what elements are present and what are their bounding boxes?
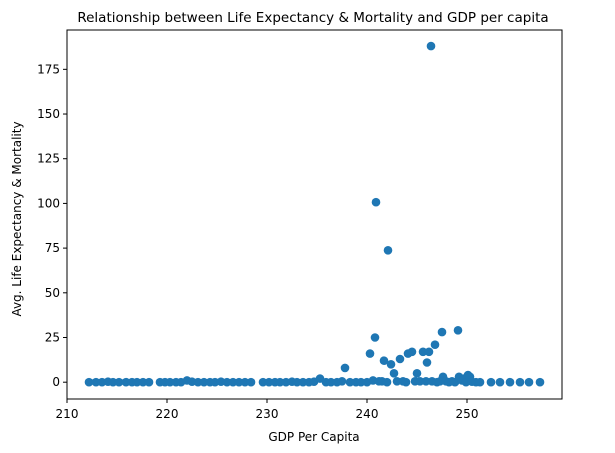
data-point-29 bbox=[264, 377, 274, 387]
data-point-34 bbox=[292, 377, 302, 387]
data-point-60 bbox=[395, 354, 405, 364]
data-point-26 bbox=[240, 377, 250, 387]
data-point-27 bbox=[246, 377, 256, 387]
data-point-23 bbox=[222, 377, 232, 387]
data-point-95 bbox=[505, 377, 515, 387]
data-point-71 bbox=[424, 347, 434, 357]
data-point-92 bbox=[475, 377, 485, 387]
data-point-57 bbox=[386, 360, 396, 369]
chart-title: Relationship between Life Expectancy & M… bbox=[77, 10, 548, 26]
data-point-67 bbox=[415, 377, 425, 386]
data-point-28 bbox=[258, 377, 268, 387]
data-point-10 bbox=[144, 377, 154, 387]
x-axis-ticks: 210 220 230 240 250 bbox=[56, 399, 479, 421]
data-point-51 bbox=[371, 197, 381, 207]
x-tick-label: 210 bbox=[56, 407, 79, 421]
data-point-13 bbox=[165, 377, 175, 387]
data-point-0 bbox=[84, 377, 94, 387]
y-axis-ticks: 0 25 50 75 100 125 150 175 bbox=[37, 62, 67, 389]
data-point-58 bbox=[389, 369, 399, 378]
x-tick-label: 230 bbox=[256, 407, 279, 421]
y-tick-label: 0 bbox=[52, 375, 60, 389]
data-point-24 bbox=[228, 377, 238, 387]
data-point-25 bbox=[234, 377, 244, 387]
y-tick-label: 75 bbox=[45, 241, 60, 255]
data-point-5 bbox=[114, 377, 124, 387]
data-point-19 bbox=[199, 377, 209, 387]
data-point-97 bbox=[524, 377, 534, 387]
plot-area-frame bbox=[66, 29, 563, 400]
data-point-31 bbox=[275, 377, 285, 387]
data-point-96 bbox=[515, 377, 525, 387]
data-point-69 bbox=[421, 377, 431, 386]
data-point-66 bbox=[412, 369, 422, 378]
data-points bbox=[84, 41, 545, 387]
data-point-54 bbox=[379, 356, 389, 366]
data-point-1 bbox=[91, 377, 101, 387]
data-point-70 bbox=[422, 358, 432, 367]
y-tick-label: 175 bbox=[37, 62, 60, 76]
data-point-43 bbox=[340, 363, 350, 373]
data-point-42 bbox=[337, 377, 347, 386]
data-point-59 bbox=[392, 377, 402, 386]
y-tick-label: 150 bbox=[37, 107, 60, 121]
data-point-77 bbox=[437, 327, 447, 337]
data-point-6 bbox=[121, 377, 131, 387]
data-point-83 bbox=[453, 326, 463, 335]
data-point-4 bbox=[108, 377, 118, 387]
data-point-68 bbox=[418, 347, 428, 357]
data-point-55 bbox=[382, 377, 392, 387]
x-tick-label: 240 bbox=[356, 407, 379, 421]
data-point-74 bbox=[430, 340, 440, 350]
data-point-72 bbox=[426, 41, 436, 51]
data-point-8 bbox=[132, 377, 142, 387]
data-point-62 bbox=[401, 377, 411, 387]
y-axis-label: Avg. Life Expectancy & Mortality bbox=[10, 121, 24, 316]
data-point-56 bbox=[383, 246, 393, 255]
data-point-46 bbox=[356, 377, 366, 387]
data-point-35 bbox=[298, 377, 308, 387]
y-tick-label: 50 bbox=[45, 286, 60, 300]
x-tick-label: 250 bbox=[456, 407, 479, 421]
y-tick-label: 100 bbox=[37, 196, 60, 210]
data-point-40 bbox=[326, 377, 336, 387]
x-axis-label: GDP Per Capita bbox=[268, 430, 359, 444]
data-point-98 bbox=[535, 377, 545, 387]
y-tick-label: 125 bbox=[37, 152, 60, 166]
data-point-93 bbox=[486, 377, 496, 387]
data-point-18 bbox=[193, 377, 203, 387]
data-point-64 bbox=[407, 347, 417, 357]
data-point-48 bbox=[365, 349, 375, 358]
data-point-9 bbox=[138, 377, 148, 387]
y-tick-label: 25 bbox=[45, 331, 60, 345]
data-point-44 bbox=[345, 377, 355, 387]
data-point-50 bbox=[370, 333, 380, 342]
data-point-94 bbox=[495, 377, 505, 387]
x-tick-label: 220 bbox=[156, 407, 179, 421]
